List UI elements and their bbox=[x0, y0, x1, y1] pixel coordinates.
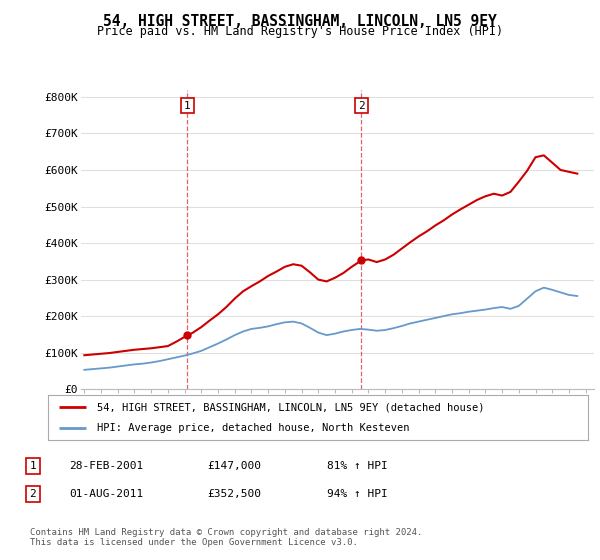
Text: 2: 2 bbox=[358, 101, 365, 110]
Text: 2: 2 bbox=[29, 489, 37, 499]
Text: Contains HM Land Registry data © Crown copyright and database right 2024.
This d: Contains HM Land Registry data © Crown c… bbox=[30, 528, 422, 547]
Text: 81% ↑ HPI: 81% ↑ HPI bbox=[327, 461, 388, 471]
Text: £147,000: £147,000 bbox=[207, 461, 261, 471]
Text: Price paid vs. HM Land Registry's House Price Index (HPI): Price paid vs. HM Land Registry's House … bbox=[97, 25, 503, 38]
Text: 54, HIGH STREET, BASSINGHAM, LINCOLN, LN5 9EY (detached house): 54, HIGH STREET, BASSINGHAM, LINCOLN, LN… bbox=[97, 403, 484, 413]
Text: 54, HIGH STREET, BASSINGHAM, LINCOLN, LN5 9EY: 54, HIGH STREET, BASSINGHAM, LINCOLN, LN… bbox=[103, 14, 497, 29]
Text: 1: 1 bbox=[29, 461, 37, 471]
Text: HPI: Average price, detached house, North Kesteven: HPI: Average price, detached house, Nort… bbox=[97, 423, 409, 433]
Text: 01-AUG-2011: 01-AUG-2011 bbox=[69, 489, 143, 499]
Text: 94% ↑ HPI: 94% ↑ HPI bbox=[327, 489, 388, 499]
Text: 28-FEB-2001: 28-FEB-2001 bbox=[69, 461, 143, 471]
Text: £352,500: £352,500 bbox=[207, 489, 261, 499]
Text: 1: 1 bbox=[184, 101, 191, 110]
